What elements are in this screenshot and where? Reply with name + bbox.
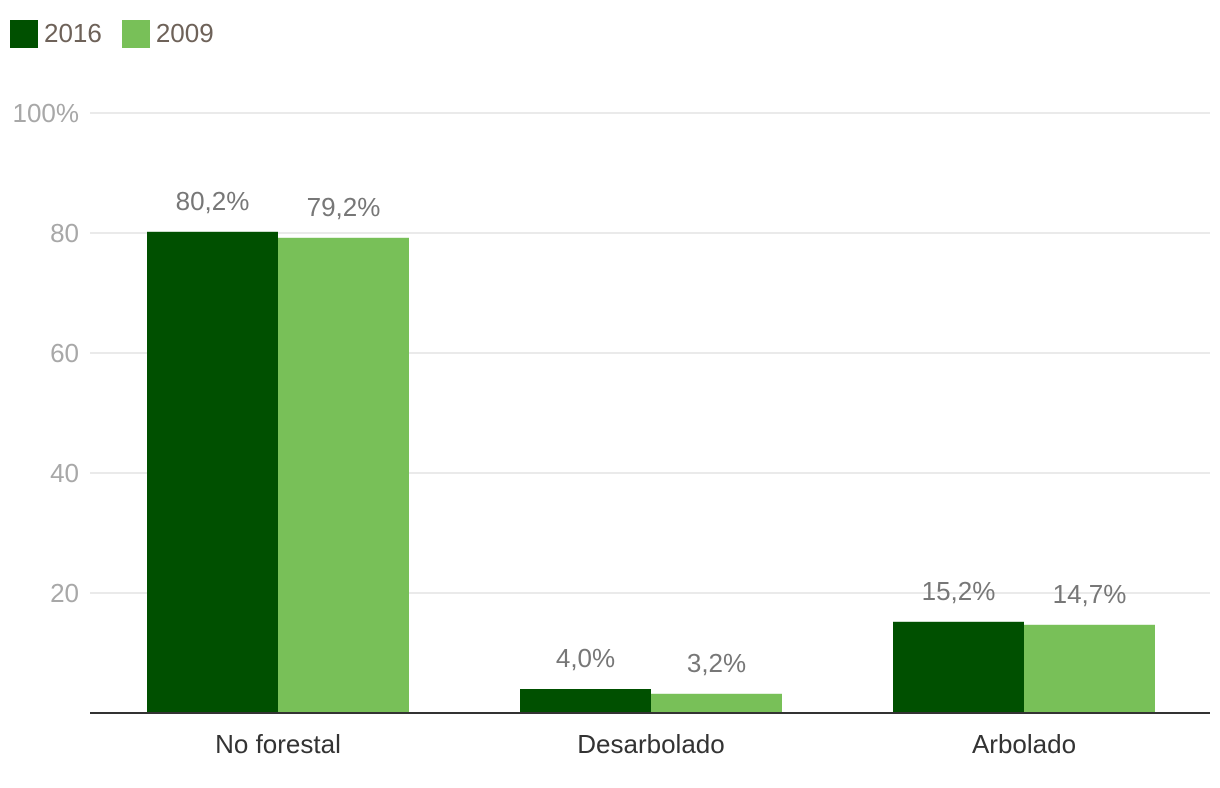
bar-2009-0 xyxy=(278,237,409,714)
data-label-2009-0: 79,2% xyxy=(307,192,381,222)
bar-2016-0 xyxy=(147,231,278,714)
legend-label-2009: 2009 xyxy=(155,18,214,48)
bar-2016-2 xyxy=(893,621,1024,713)
legend-item-2009: 2009 xyxy=(121,18,214,49)
data-label-2016-0: 80,2% xyxy=(176,186,250,216)
data-label-2016-1: 4,0% xyxy=(556,643,615,673)
y-tick-label-80: 80 xyxy=(50,218,79,248)
legend-label-2016: 2016 xyxy=(44,18,102,48)
bar-2009-1 xyxy=(651,693,782,713)
legend-swatch-2009 xyxy=(121,19,150,48)
y-tick-label-60: 60 xyxy=(50,338,79,368)
legend: 2016 2009 xyxy=(10,18,214,49)
x-tick-label-1: Desarbolado xyxy=(577,729,724,759)
legend-item-2016: 2016 xyxy=(10,18,102,49)
data-label-2016-2: 15,2% xyxy=(922,576,996,606)
data-label-2009-1: 3,2% xyxy=(687,648,746,678)
y-tick-label-100: 100% xyxy=(13,98,80,128)
x-tick-label-0: No forestal xyxy=(215,729,341,759)
bar-2009-2 xyxy=(1024,624,1155,713)
legend-swatch-2016 xyxy=(10,19,38,48)
y-tick-label-40: 40 xyxy=(50,458,79,488)
y-tick-label-20: 20 xyxy=(50,578,79,608)
x-tick-label-2: Arbolado xyxy=(972,729,1076,759)
bar-2016-1 xyxy=(520,689,651,713)
data-label-2009-2: 14,7% xyxy=(1053,579,1127,609)
